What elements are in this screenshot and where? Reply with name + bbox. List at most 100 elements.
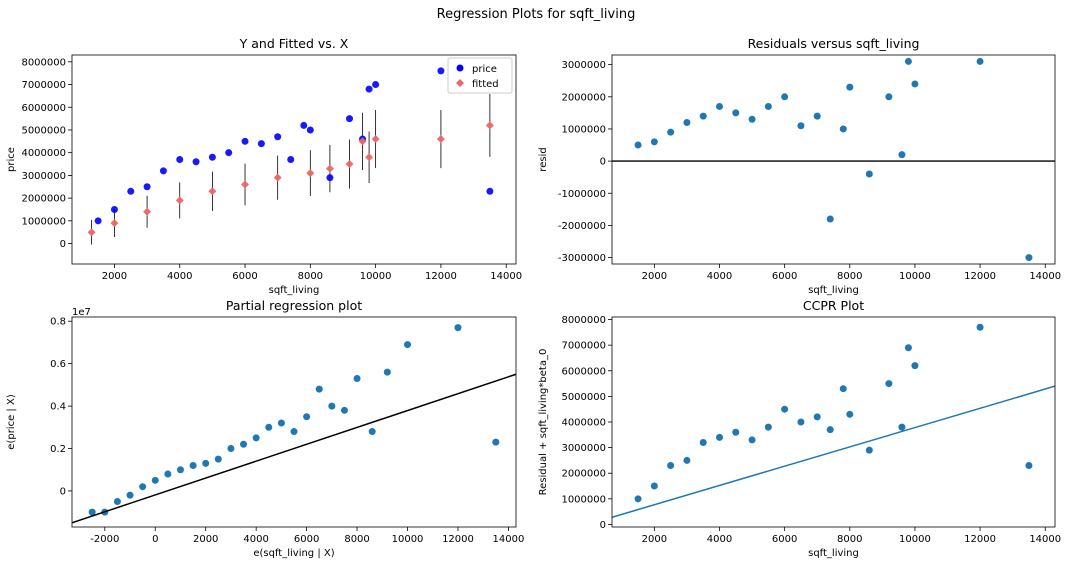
y-tick-label: 1000000	[21, 216, 66, 227]
price-point	[127, 187, 135, 195]
data-point	[904, 344, 912, 352]
data-point	[164, 470, 172, 478]
data-point	[353, 375, 361, 383]
data-point	[732, 428, 740, 436]
data-point	[252, 434, 260, 442]
legend-box	[447, 57, 513, 94]
y-tick-label: 7000000	[561, 341, 606, 352]
data-point	[328, 402, 336, 410]
y-tick-label: 0	[600, 520, 606, 531]
y-tick-label: 0.4	[50, 402, 66, 413]
plot-title: Y and Fitted vs. X	[239, 36, 349, 51]
data-point	[1025, 462, 1033, 470]
price-point	[143, 183, 151, 191]
x-tick-label: 10000	[899, 534, 931, 545]
data-point	[492, 438, 500, 446]
data-point	[634, 141, 642, 149]
price-point	[346, 115, 353, 123]
y-tick-label: 2000000	[561, 92, 606, 103]
data-point	[227, 445, 235, 453]
plot-data-layer	[87, 67, 494, 245]
residuals-plot: Residuals versus sqft_living 2000 4000 6000…	[538, 36, 1061, 296]
y-tick-label: 0	[60, 486, 66, 497]
x-axis-label: e(sqft_living | X)	[253, 548, 334, 559]
data-point	[1025, 254, 1033, 262]
y-tick-label: 2000000	[21, 194, 66, 205]
legend-label-fitted: fitted	[472, 79, 499, 90]
data-point	[454, 324, 462, 332]
x-tick-label: 14000	[490, 271, 522, 282]
data-point	[113, 498, 121, 506]
y-tick-label: 7000000	[21, 80, 66, 91]
data-point	[650, 138, 658, 146]
data-point	[732, 109, 740, 117]
x-tick-label: 8000	[837, 534, 862, 545]
x-tick-label: 8000	[837, 271, 862, 282]
price-point	[192, 158, 200, 166]
data-point	[214, 455, 222, 463]
y-tick-label: 6000000	[561, 366, 606, 377]
y-tick-label: 4000000	[561, 418, 606, 429]
data-point	[139, 483, 147, 491]
price-point	[365, 85, 373, 93]
price-point	[306, 126, 314, 134]
fitted-point	[306, 169, 315, 178]
y-tick-label: 5000000	[561, 392, 606, 403]
x-tick-label: 2000	[642, 271, 667, 282]
data-point	[202, 459, 210, 467]
partial-regression-plot: Partial regression plot -2000 0 2000 4000 600…	[6, 298, 524, 559]
price-point	[208, 153, 216, 161]
x-axis-label: sqft_living	[808, 548, 859, 559]
price-point	[287, 156, 295, 163]
figure-suptitle: Regression Plots for sqft_living	[437, 7, 636, 22]
data-point	[383, 368, 391, 376]
data-point	[126, 491, 134, 499]
data-point	[151, 476, 159, 484]
data-point	[176, 466, 184, 474]
y-tick-label: 0.8	[50, 317, 66, 328]
price-point	[225, 149, 233, 157]
fitted-point	[365, 153, 374, 162]
data-point	[846, 83, 854, 91]
data-point	[826, 426, 834, 434]
price-point	[241, 137, 249, 145]
data-point	[865, 170, 873, 178]
x-tick-label: 12000	[425, 271, 457, 282]
data-point	[865, 446, 873, 454]
y-axis-label: e(price | X)	[6, 394, 17, 450]
fitted-point	[358, 137, 367, 146]
plot-data-layer	[72, 324, 516, 524]
data-point	[748, 436, 756, 444]
plot-title: CCPR Plot	[803, 298, 864, 313]
y-tick-label: 0.2	[50, 444, 66, 455]
price-point	[437, 67, 445, 75]
data-point	[764, 423, 772, 431]
data-point	[904, 57, 912, 65]
data-point	[88, 508, 96, 516]
data-point	[265, 423, 273, 431]
price-point	[176, 156, 184, 163]
price-point	[486, 187, 494, 195]
y-tick-label: 3000000	[21, 171, 66, 182]
x-tick-label: 12000	[964, 534, 996, 545]
fit-line	[612, 385, 1055, 518]
x-tick-label: 2000	[193, 534, 218, 545]
data-point	[277, 419, 285, 427]
x-axis-label: sqft_living	[808, 285, 859, 296]
x-tick-label: -2000	[90, 534, 119, 545]
data-point	[667, 462, 675, 470]
plot-frame	[71, 316, 517, 528]
y-tick-label: -3000000	[558, 253, 606, 264]
data-point	[699, 112, 707, 120]
data-point	[715, 433, 723, 441]
data-point	[683, 119, 691, 127]
y-tick-label: 1000000	[561, 124, 606, 135]
y-tick-label: 0	[600, 157, 606, 168]
x-tick-label: 4000	[167, 271, 192, 282]
fitted-point	[143, 207, 152, 216]
x-tick-label: 8000	[298, 271, 323, 282]
fitted-point	[273, 173, 282, 182]
y-tick-label: 8000000	[561, 315, 606, 326]
fitted-point	[485, 121, 494, 130]
y-tick-label: 3000000	[561, 60, 606, 71]
